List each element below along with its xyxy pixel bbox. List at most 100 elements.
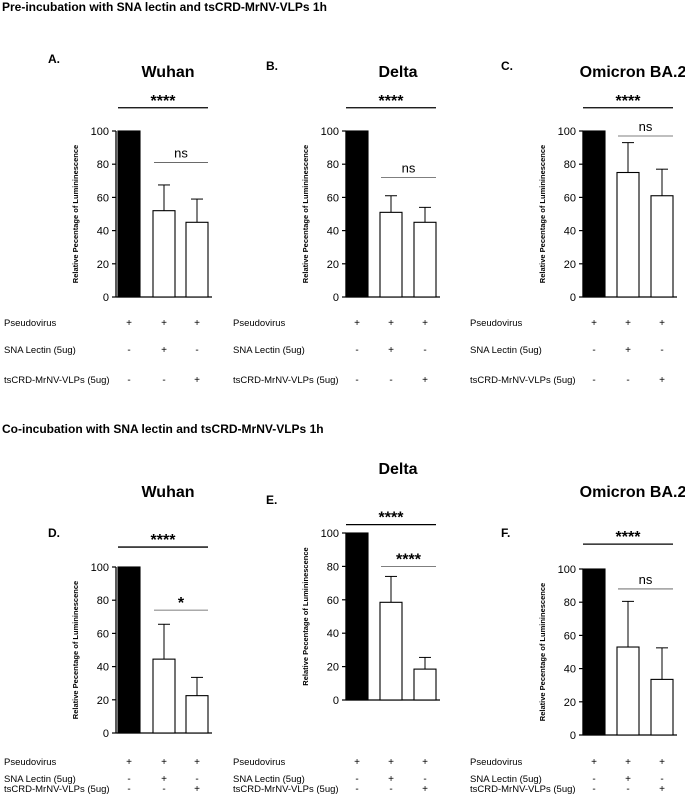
condition-sign: + — [659, 757, 665, 768]
bar — [582, 130, 606, 298]
y-tick-label: 100 — [91, 562, 109, 574]
condition-sign: + — [422, 318, 428, 329]
condition-label: SNA Lectin (5ug) — [4, 345, 76, 356]
condition-sign: - — [355, 345, 358, 356]
chart-title: Delta — [378, 461, 417, 478]
condition-sign: - — [127, 774, 130, 785]
condition-sign: - — [127, 375, 130, 386]
chart-panel: B. Delta Relative Pecentage of Lumininesce… — [233, 59, 440, 386]
condition-sign: - — [195, 345, 198, 356]
condition-label: tsCRD-MrNV-VLPs (5ug) — [233, 784, 339, 795]
section-heading-pre-incubation: Pre-incubation with SNA lectin and tsCRD… — [2, 0, 327, 14]
condition-sign: + — [388, 318, 394, 329]
y-tick-label: 40 — [97, 226, 109, 238]
y-tick-label: 20 — [327, 259, 339, 271]
bar — [616, 646, 640, 736]
significance-label: **** — [151, 532, 177, 549]
condition-sign: + — [422, 784, 428, 795]
condition-label: tsCRD-MrNV-VLPs (5ug) — [470, 375, 576, 386]
bar — [379, 211, 403, 298]
bar — [185, 695, 209, 734]
y-tick-label: 100 — [558, 564, 576, 576]
y-tick-label: 80 — [97, 159, 109, 171]
section-heading-co-incubation: Co-incubation with SNA lectin and tsCRD-… — [2, 422, 324, 436]
bar — [117, 566, 141, 734]
condition-sign: + — [422, 375, 428, 386]
condition-sign: + — [161, 757, 167, 768]
condition-label: tsCRD-MrNV-VLPs (5ug) — [470, 784, 576, 795]
condition-sign: - — [592, 774, 595, 785]
condition-sign: + — [625, 318, 631, 329]
condition-sign: - — [626, 375, 629, 386]
condition-label: Pseudovirus — [470, 318, 523, 329]
condition-label: SNA Lectin (5ug) — [233, 345, 305, 356]
condition-label: tsCRD-MrNV-VLPs (5ug) — [4, 784, 110, 795]
condition-sign: + — [591, 757, 597, 768]
chart-title: Wuhan — [141, 484, 194, 501]
chart-title: Omicron BA.2 — [580, 64, 685, 81]
bar — [582, 568, 606, 736]
bar — [152, 658, 176, 734]
condition-sign: + — [354, 757, 360, 768]
bar — [650, 678, 674, 736]
y-tick-label: 20 — [327, 662, 339, 674]
condition-label: Pseudovirus — [470, 757, 523, 768]
y-tick-label: 80 — [327, 561, 339, 573]
y-tick-label: 60 — [327, 192, 339, 204]
condition-sign: + — [161, 318, 167, 329]
y-tick-label: 20 — [564, 697, 576, 709]
y-tick-label: 20 — [97, 695, 109, 707]
y-tick-label: 60 — [97, 192, 109, 204]
y-tick-label: 0 — [570, 292, 576, 304]
panel-letter: F. — [501, 526, 510, 540]
significance-label: **** — [616, 93, 642, 110]
significance-label: **** — [396, 551, 422, 568]
significance-label: ns — [174, 146, 188, 161]
condition-label: Pseudovirus — [233, 318, 286, 329]
chart-title: Omicron BA.2 — [580, 484, 685, 501]
y-tick-label: 100 — [558, 126, 576, 138]
condition-label: tsCRD-MrNV-VLPs (5ug) — [4, 375, 110, 386]
condition-sign: - — [389, 784, 392, 795]
bar — [345, 532, 369, 701]
significance-label: **** — [379, 93, 405, 110]
condition-sign: + — [388, 757, 394, 768]
condition-label: SNA Lectin (5ug) — [233, 774, 305, 785]
y-tick-label: 60 — [327, 595, 339, 607]
condition-sign: + — [126, 318, 132, 329]
significance-label: ns — [639, 119, 653, 134]
condition-sign: + — [625, 774, 631, 785]
bar — [345, 130, 369, 298]
condition-sign: + — [625, 345, 631, 356]
chart-panel: C. Omicron BA.2 Relative Pecentage of Lumi… — [470, 59, 685, 386]
y-tick-label: 0 — [103, 292, 109, 304]
condition-sign: + — [161, 345, 167, 356]
panel-letter: B. — [266, 59, 278, 73]
panel-letter: C. — [501, 59, 513, 73]
y-tick-label: 20 — [564, 259, 576, 271]
chart-panel: A. Wuhan Relative Pecentage of Lumininesce… — [4, 52, 212, 386]
condition-sign: - — [626, 784, 629, 795]
condition-sign: - — [660, 774, 663, 785]
bar — [616, 171, 640, 298]
y-tick-label: 0 — [103, 728, 109, 740]
bar — [117, 130, 141, 298]
condition-sign: + — [194, 318, 200, 329]
condition-sign: - — [127, 345, 130, 356]
condition-sign: + — [659, 784, 665, 795]
bar — [413, 221, 437, 298]
condition-sign: - — [355, 784, 358, 795]
condition-sign: - — [195, 774, 198, 785]
chart-panel: F. Omicron BA.2 Relative Pecentage of Lumi… — [470, 484, 685, 795]
condition-sign: + — [194, 757, 200, 768]
y-tick-label: 100 — [321, 126, 339, 138]
condition-sign: - — [355, 774, 358, 785]
chart-panel: E. Delta Relative Pecentage of Lumininesce… — [233, 461, 440, 795]
condition-sign: + — [659, 318, 665, 329]
condition-sign: + — [591, 318, 597, 329]
condition-sign: + — [388, 345, 394, 356]
bar — [413, 668, 437, 701]
y-tick-label: 20 — [97, 259, 109, 271]
y-tick-label: 100 — [91, 126, 109, 138]
